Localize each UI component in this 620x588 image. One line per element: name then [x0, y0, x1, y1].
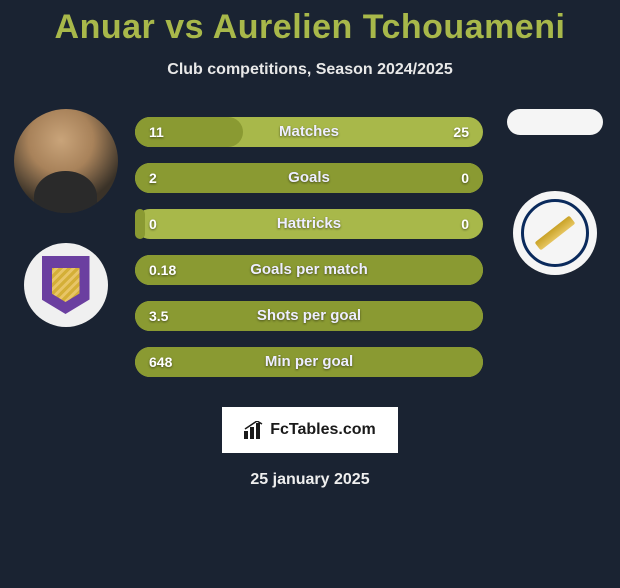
stat-label: Matches — [135, 117, 483, 147]
stat-label: Goals — [135, 163, 483, 193]
left-player-column — [8, 109, 123, 327]
stat-label: Goals per match — [135, 255, 483, 285]
stat-label: Shots per goal — [135, 301, 483, 331]
stat-row: 0.18Goals per match — [135, 255, 483, 285]
stat-row: 3.5Shots per goal — [135, 301, 483, 331]
stat-row: 648Min per goal — [135, 347, 483, 377]
comparison-body: 11Matches252Goals00Hattricks00.18Goals p… — [0, 109, 620, 389]
stat-row: 0Hattricks0 — [135, 209, 483, 239]
comparison-title: Anuar vs Aurelien Tchouameni — [0, 8, 620, 47]
player-left-photo — [14, 109, 118, 213]
stat-row: 2Goals0 — [135, 163, 483, 193]
stat-bars: 11Matches252Goals00Hattricks00.18Goals p… — [135, 117, 483, 393]
comparison-subtitle: Club competitions, Season 2024/2025 — [0, 61, 620, 79]
stat-value-right: 0 — [461, 163, 469, 193]
club-badge-real-madrid — [513, 191, 597, 275]
stat-row: 11Matches25 — [135, 117, 483, 147]
snapshot-date: 25 january 2025 — [0, 471, 620, 489]
stat-label: Hattricks — [135, 209, 483, 239]
attribution-text: FcTables.com — [270, 421, 376, 439]
chart-icon — [244, 421, 264, 439]
stat-value-right: 25 — [453, 117, 469, 147]
stat-label: Min per goal — [135, 347, 483, 377]
player-right-photo — [507, 109, 603, 135]
right-player-column — [497, 109, 612, 275]
attribution-badge: FcTables.com — [222, 407, 398, 453]
club-badge-valladolid — [24, 243, 108, 327]
stat-value-right: 0 — [461, 209, 469, 239]
